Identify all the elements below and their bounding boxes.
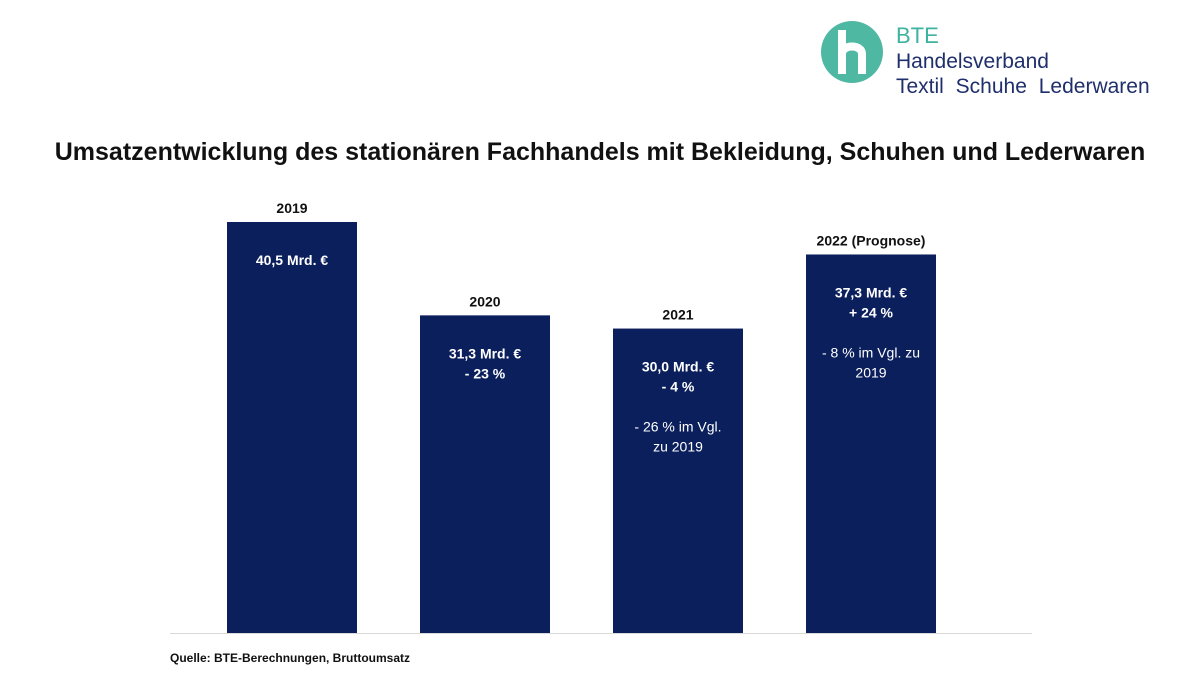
logo-brand-text: BTE [896,23,939,48]
bar-note-label-2-1: zu 2019 [653,439,703,455]
bar-value-label-1-0: 31,3 Mrd. € [449,345,522,361]
bar-value-label-3-0: 37,3 Mrd. € [835,284,908,300]
bte-logo: BTE Handelsverband Textil Schuhe Lederwa… [820,20,1180,110]
logo-line-2: Handelsverband [896,50,1049,73]
bar-3 [806,254,936,634]
bar-note-label-3-1: 2019 [855,364,886,380]
bar-note-label-3-0: - 8 % im Vgl. zu [822,344,920,360]
category-label-1: 2020 [469,293,500,309]
bar-0 [227,222,357,633]
bar-2 [613,328,743,633]
category-label-2: 2021 [662,307,693,323]
source-note: Quelle: BTE-Berechnungen, Bruttoumsatz [170,651,411,665]
bar-value-label-0-0: 40,5 Mrd. € [256,252,329,268]
logo-line-3: Textil Schuhe Lederwaren [896,75,1150,98]
bar-note-label-2-0: - 26 % im Vgl. [634,419,721,435]
bar-value-label-3-1: + 24 % [849,304,894,320]
bar-value-label-1-1: - 23 % [465,365,506,381]
category-label-3: 2022 (Prognose) [817,232,926,248]
category-label-0: 2019 [276,200,307,216]
bar-value-label-2-1: - 4 % [662,379,695,395]
bar-value-label-2-0: 30,0 Mrd. € [642,359,715,375]
bar-1 [420,315,550,633]
chart-title: Umsatzentwicklung des stationären Fachha… [54,138,1146,166]
bte-h-logo-icon [821,21,883,83]
